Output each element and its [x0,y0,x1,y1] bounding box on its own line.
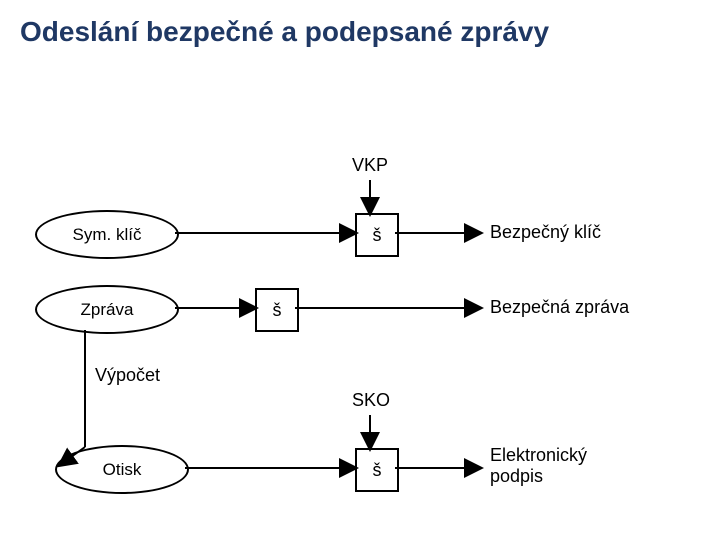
node-s3-label: š [373,460,382,481]
label-elektronicky-podpis: Elektronický podpis [490,445,587,487]
node-s1: š [355,213,399,257]
node-sym-klic: Sym. klíč [35,210,179,259]
node-s3: š [355,448,399,492]
label-bezpecna-zprava: Bezpečná zpráva [490,297,629,318]
label-bezpecny-klic: Bezpečný klíč [490,222,601,243]
label-vypocet: Výpočet [95,365,160,386]
slide-title: Odeslání bezpečné a podepsané zprávy [20,16,549,48]
node-zprava-label: Zpráva [81,300,134,320]
node-otisk-label: Otisk [103,460,142,480]
node-s2-label: š [273,300,282,321]
node-s2: š [255,288,299,332]
node-sym-klic-label: Sym. klíč [73,225,142,245]
label-vkp: VKP [352,155,388,176]
node-s1-label: š [373,225,382,246]
node-zprava: Zpráva [35,285,179,334]
node-otisk: Otisk [55,445,189,494]
label-sko: SKO [352,390,390,411]
